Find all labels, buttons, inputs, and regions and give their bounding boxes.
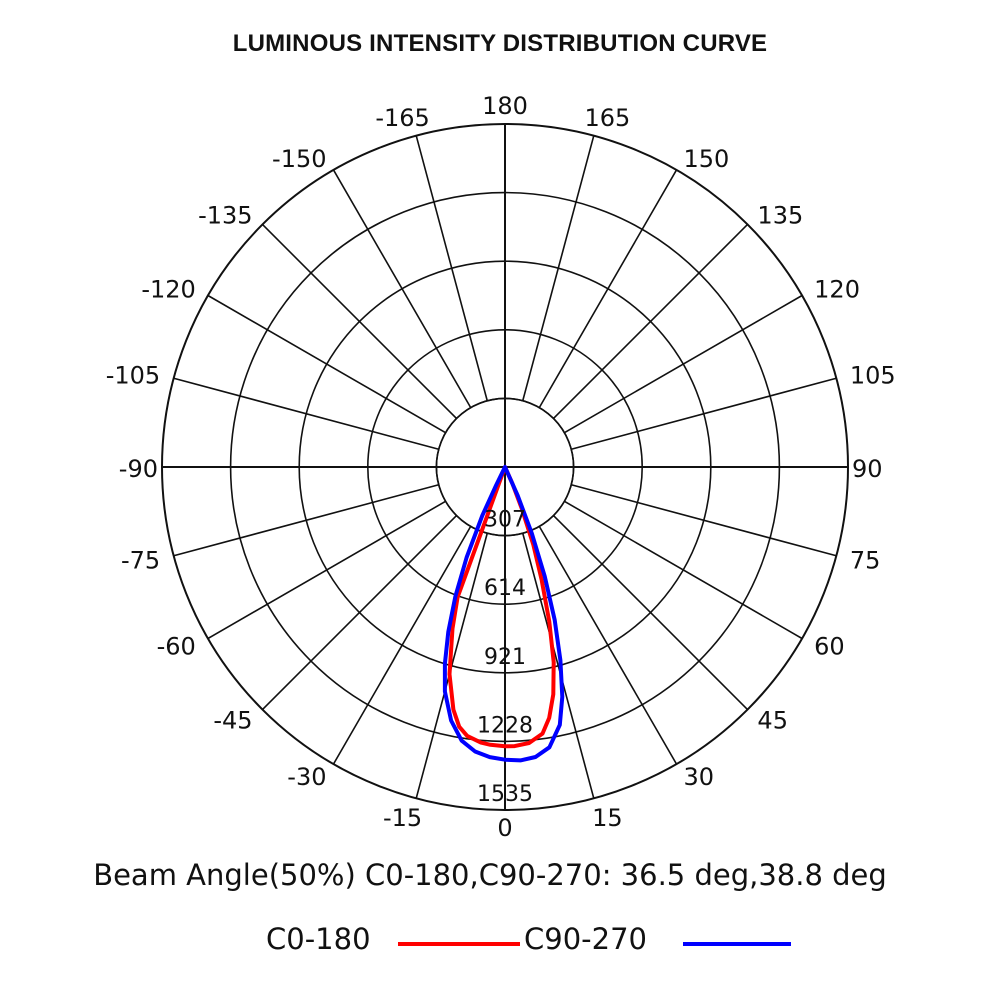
angle-tick-label: -75 bbox=[121, 546, 160, 574]
polar-grid bbox=[161, 123, 849, 811]
angle-tick-label: -90 bbox=[119, 455, 158, 483]
grid-spoke bbox=[173, 377, 439, 451]
grid-spoke bbox=[571, 483, 837, 557]
angle-tick-label: -105 bbox=[106, 362, 160, 390]
grid-spoke bbox=[261, 223, 458, 420]
legend: C0-180 C90-270 bbox=[0, 922, 1000, 962]
grid-spoke bbox=[564, 500, 803, 640]
angle-tick-label: -165 bbox=[375, 104, 429, 132]
angle-tick-label: 30 bbox=[684, 763, 715, 791]
series-line-c90-270 bbox=[442, 465, 565, 763]
angle-tick-label: -15 bbox=[383, 804, 422, 832]
grid-spoke bbox=[538, 169, 678, 408]
angle-tick-label: -45 bbox=[213, 706, 252, 734]
angle-tick-label: 60 bbox=[814, 633, 845, 661]
angle-tick-label: -30 bbox=[287, 763, 326, 791]
legend-label-c0-180: C0-180 bbox=[266, 922, 371, 956]
grid-spoke bbox=[207, 500, 446, 640]
radial-tick-label: 614 bbox=[484, 576, 526, 601]
angle-tick-label: 120 bbox=[814, 276, 860, 304]
series-line-c0-180 bbox=[447, 465, 556, 749]
grid-spoke bbox=[521, 135, 595, 401]
angle-tick-label: -60 bbox=[157, 633, 196, 661]
angle-tick-label: 150 bbox=[684, 145, 730, 173]
radial-tick-label: 307 bbox=[484, 508, 526, 533]
tick-labels: 180 1651501351201059075604530150-15-30-45… bbox=[106, 92, 896, 842]
radial-tick-label: 1228 bbox=[477, 713, 533, 738]
grid-spoke bbox=[564, 294, 803, 434]
angle-tick-label: 165 bbox=[584, 104, 630, 132]
angle-tick-label: 75 bbox=[850, 546, 881, 574]
grid-spoke bbox=[571, 377, 837, 451]
beam-angle-text: Beam Angle(50%) C0-180,C90-270: 36.5 deg… bbox=[93, 858, 887, 892]
grid-spoke bbox=[332, 169, 472, 408]
chart-title: LUMINOUS INTENSITY DISTRIBUTION CURVE bbox=[232, 30, 768, 57]
angle-tick-label: 15 bbox=[592, 804, 623, 832]
angle-tick-label: 0 bbox=[497, 814, 512, 842]
legend-swatch-c0-180 bbox=[398, 942, 520, 946]
angle-tick-label: 105 bbox=[850, 362, 896, 390]
radial-tick-label: 1535 bbox=[477, 782, 533, 807]
grid-spoke bbox=[207, 294, 446, 434]
angle-tick-label: 180 bbox=[482, 92, 528, 120]
legend-label-c90-270: C90-270 bbox=[524, 922, 647, 956]
angle-tick-label: 90 bbox=[852, 455, 883, 483]
radial-tick-label: 921 bbox=[484, 645, 526, 670]
grid-spoke bbox=[552, 514, 749, 711]
grid-spoke bbox=[521, 533, 595, 799]
grid-spoke bbox=[261, 514, 458, 711]
grid-spoke bbox=[538, 526, 678, 765]
grid-spoke bbox=[415, 135, 489, 401]
angle-tick-label: -135 bbox=[198, 202, 252, 230]
angle-tick-label: 45 bbox=[757, 706, 788, 734]
grid-spoke bbox=[552, 223, 749, 420]
series-curves bbox=[442, 465, 565, 763]
grid-spoke bbox=[173, 483, 439, 557]
angle-tick-label: -150 bbox=[272, 145, 326, 173]
grid-spoke bbox=[332, 526, 472, 765]
legend-swatch-c90-270 bbox=[683, 942, 791, 946]
angle-tick-label: -120 bbox=[141, 276, 195, 304]
angle-tick-label: 135 bbox=[757, 202, 803, 230]
